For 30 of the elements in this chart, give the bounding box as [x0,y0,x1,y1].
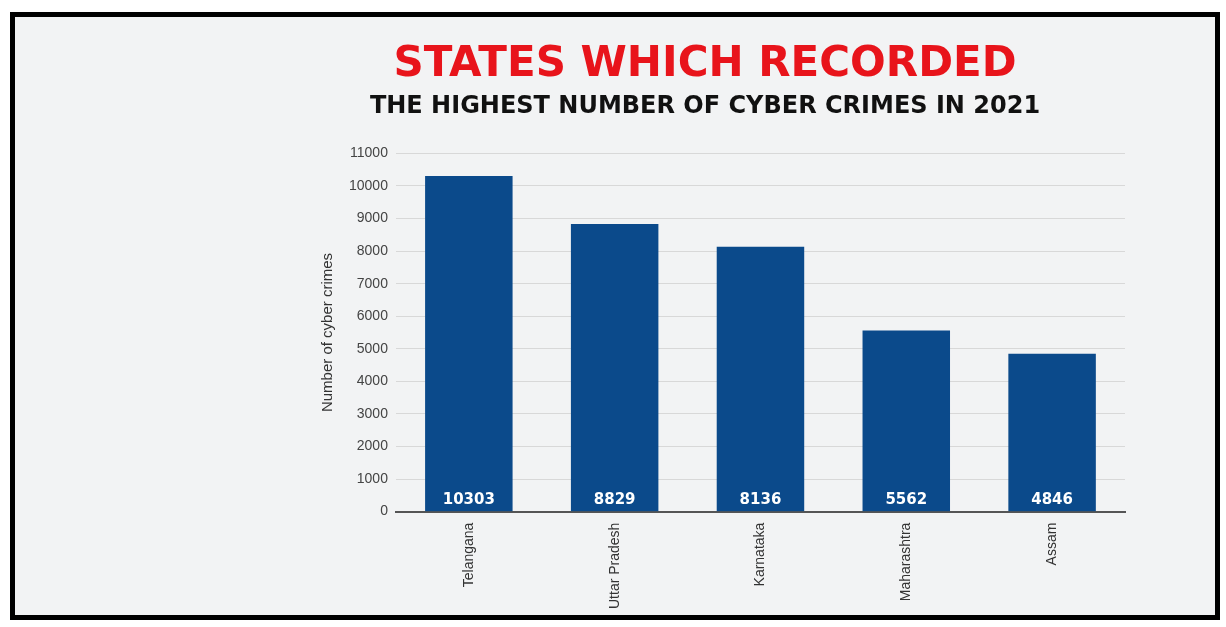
x-tick-label: Assam [1042,522,1059,566]
y-tick-label: 7000 [356,274,389,291]
y-tick-label: 3000 [356,404,389,421]
bar [570,224,659,512]
data-label: 10303 [442,489,495,508]
bar [425,176,513,512]
y-tick-label: 2000 [356,437,389,454]
y-tick-label: 6000 [356,307,389,324]
y-tick-label: 9000 [356,209,389,226]
data-label: 5562 [885,489,928,508]
x-tick-label: Maharashtra [897,522,914,602]
data-label: 8136 [739,489,782,508]
x-tick-label: Telangana [459,522,476,588]
y-tick-label: 5000 [356,339,389,356]
y-tick-label: 10000 [348,176,389,193]
y-tick-label: 4000 [356,372,389,389]
data-label: 4846 [1031,489,1073,508]
y-tick-label: 1000 [356,469,389,486]
y-tick-label: 0 [380,502,389,519]
chart-title: STATES WHICH RECORDED [392,37,1018,86]
x-tick-label: Uttar Pradesh [605,522,622,609]
y-tick-label: 8000 [356,241,389,258]
bar [716,246,805,512]
x-tick-label: Karnataka [751,522,768,587]
y-axis-title: Number of cyber crimes [318,252,336,413]
y-tick-label: 11000 [350,144,389,161]
data-label: 8829 [593,489,636,508]
chart-subtitle: THE HIGHEST NUMBER OF CYBER CRIMES IN 2021 [368,91,1042,119]
bar [1008,353,1096,512]
bar [862,330,951,512]
